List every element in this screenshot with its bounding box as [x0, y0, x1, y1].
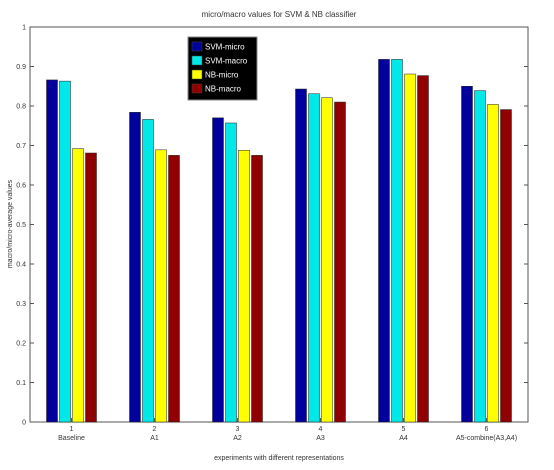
- bar-svm-micro-3: [212, 117, 224, 423]
- y-tick-label: 0.5: [16, 222, 26, 229]
- x-group-number: 2: [153, 426, 157, 433]
- x-tick-label: A3: [316, 435, 325, 442]
- bar-nb-micro-2: [155, 149, 167, 423]
- bar-svm-micro-1: [46, 79, 58, 423]
- y-tick-label: 0.1: [16, 380, 26, 387]
- legend-label-svm-micro: SVM-micro: [205, 43, 245, 52]
- bar-nb-macro-6: [500, 109, 512, 423]
- legend-label-nb-macro: NB-macro: [205, 85, 242, 94]
- x-axis: 1 Baseline 2 A1 3 A2 4 A3 5 A4 6 A5-combine(A3,A4): [58, 418, 517, 442]
- y-tick-label: 0.9: [16, 64, 26, 71]
- bar-nb-micro-4: [321, 97, 333, 423]
- bar-svm-macro-1: [59, 80, 71, 423]
- legend-swatch-nb-macro: [191, 83, 203, 94]
- y-axis-label: macro/micro-average values: [7, 179, 14, 268]
- chart-title: micro/macro values for SVM & NB classifi…: [202, 10, 357, 19]
- x-group-number: 3: [236, 426, 240, 433]
- y-tick-label: 0.2: [16, 341, 26, 348]
- y-tick-label: 0.8: [16, 104, 26, 111]
- bar-svm-micro-5: [378, 59, 390, 423]
- bar-svm-macro-5: [391, 59, 403, 423]
- legend-label-nb-micro: NB-micro: [205, 71, 239, 80]
- y-tick-label: 0.3: [16, 301, 26, 308]
- plot-area: [29, 26, 529, 423]
- x-tick-label: A2: [233, 435, 242, 442]
- bar-svm-micro-6: [461, 86, 473, 423]
- x-axis-label: experiments with different representatio…: [214, 455, 344, 462]
- legend-swatch-svm-macro: [191, 55, 203, 66]
- bar-nb-macro-4: [334, 101, 346, 423]
- bar-nb-micro-6: [487, 104, 499, 423]
- y-tick-label: 0.4: [16, 262, 26, 269]
- bar-svm-macro-2: [142, 119, 154, 423]
- y-tick-label: 0: [22, 420, 26, 427]
- x-group-number: 4: [319, 426, 323, 433]
- y-tick-label: 0.7: [16, 143, 26, 150]
- bar-svm-macro-4: [308, 93, 320, 423]
- legend-swatch-svm-micro: [191, 41, 203, 52]
- x-group-number: 1: [70, 426, 74, 433]
- x-tick-label: A5-combine(A3,A4): [456, 435, 517, 442]
- bar-nb-micro-3: [238, 149, 250, 423]
- bar-nb-micro-1: [72, 148, 84, 423]
- bar-svm-micro-2: [129, 112, 141, 423]
- y-tick-label: 1: [22, 25, 26, 32]
- bar-nb-macro-2: [168, 155, 180, 423]
- x-group-number: 5: [402, 426, 406, 433]
- x-group-number: 6: [485, 426, 489, 433]
- legend-swatch-nb-micro: [191, 69, 203, 80]
- bar-svm-micro-4: [295, 88, 307, 423]
- legend-label-svm-macro: SVM-macro: [205, 57, 248, 66]
- bar-nb-macro-5: [417, 75, 429, 423]
- bar-nb-macro-1: [85, 152, 97, 423]
- bars: [46, 59, 512, 423]
- bar-svm-macro-3: [225, 122, 237, 423]
- bar-nb-macro-3: [251, 155, 263, 423]
- bar-svm-macro-6: [474, 90, 486, 423]
- x-tick-label: A1: [150, 435, 159, 442]
- y-tick-label: 0.6: [16, 183, 26, 190]
- y-axis: 0 0.1 0.2 0.3 0.4 0.5 0.6 0.7 0.8 0.9 1: [16, 25, 528, 427]
- x-tick-label: A4: [399, 435, 408, 442]
- bar-nb-micro-5: [404, 73, 416, 423]
- legend: SVM-micro SVM-macro NB-micro NB-macro: [187, 36, 258, 101]
- x-tick-label: Baseline: [58, 435, 85, 442]
